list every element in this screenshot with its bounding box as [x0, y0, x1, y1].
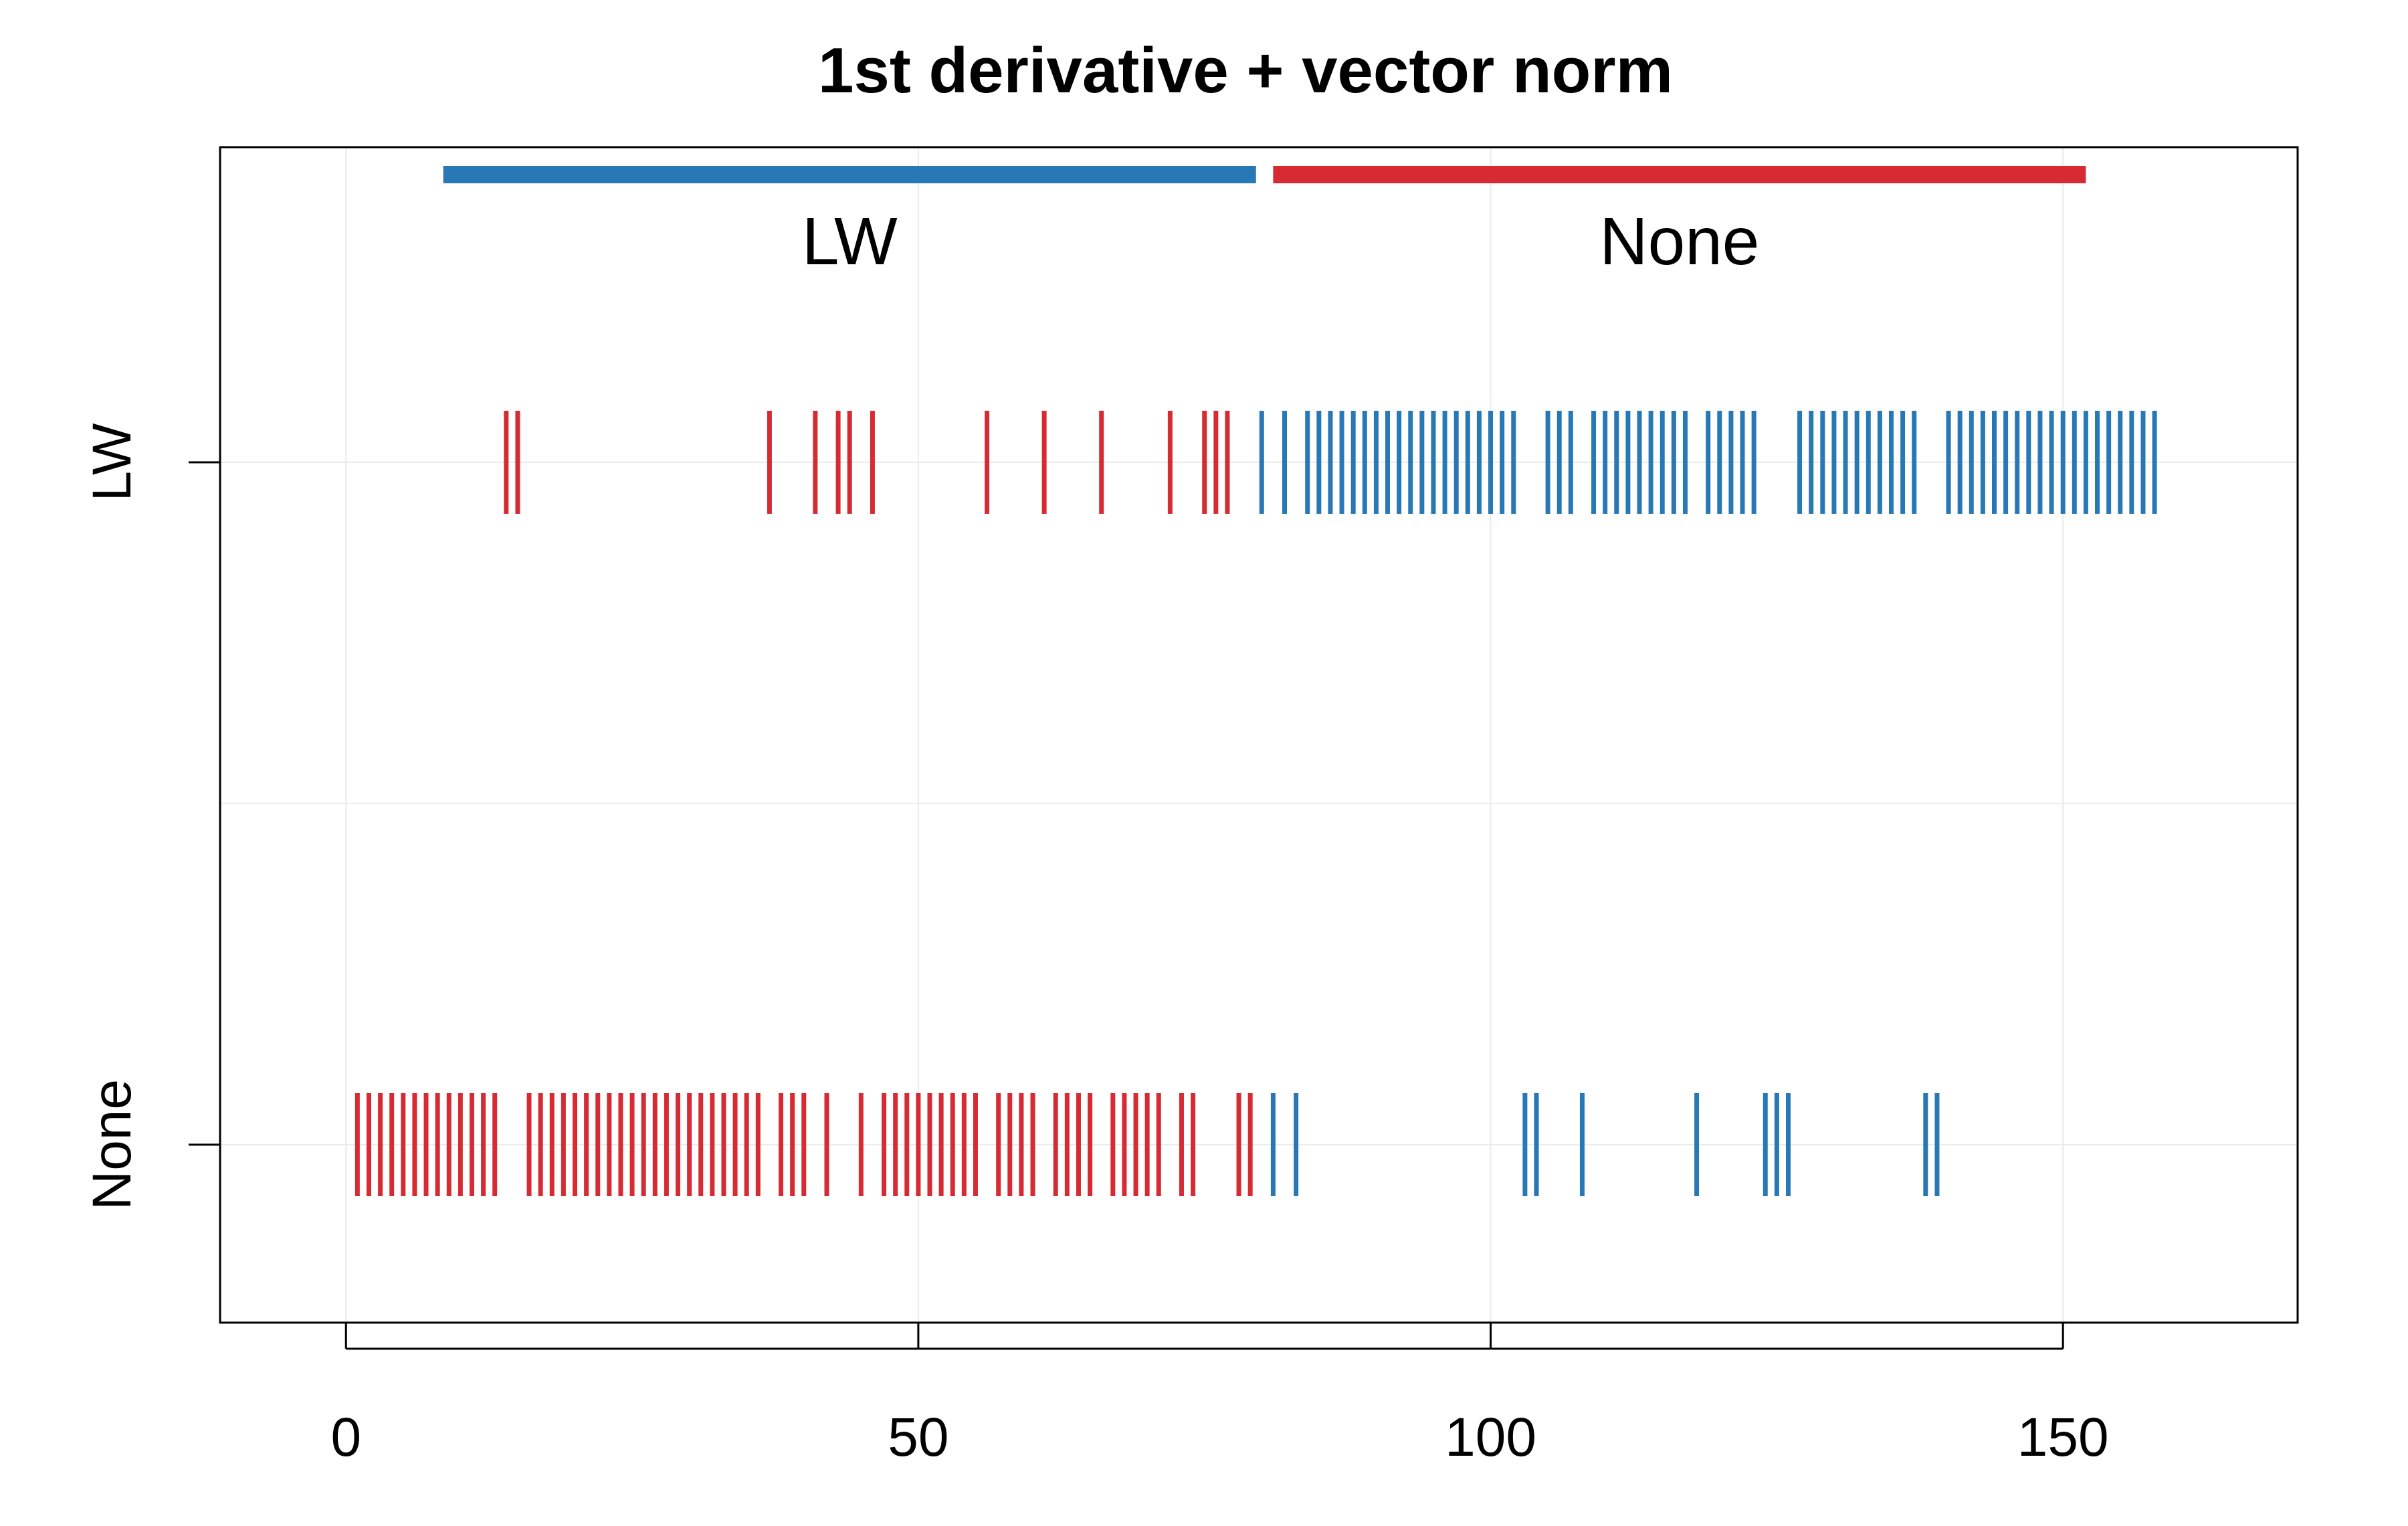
y-tick-label-lw: LW — [82, 423, 142, 502]
chart-title: 1st derivative + vector norm — [818, 35, 1673, 106]
axes: 0 50 100 150 LW None — [82, 423, 2109, 1468]
plot-frame — [219, 146, 2299, 1324]
group-label-lw: LW — [802, 204, 898, 279]
grid-layer — [220, 147, 2298, 1323]
x-tick-label: 100 — [1445, 1407, 1536, 1468]
y-tick-label-none: None — [82, 1079, 142, 1210]
group-bars: LW None — [443, 166, 2086, 279]
strip-ticks — [355, 411, 2157, 1196]
x-tick-label: 0 — [330, 1407, 361, 1468]
group-label-none: None — [1599, 204, 1759, 279]
x-tick-label: 150 — [2017, 1407, 2109, 1468]
x-tick-label: 50 — [888, 1407, 948, 1468]
